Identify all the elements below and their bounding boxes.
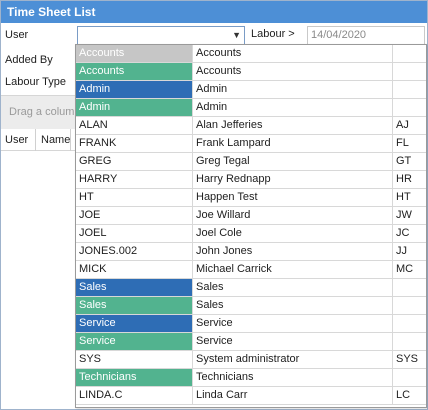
dropdown-row-code: Service <box>76 315 193 332</box>
dropdown-row-code: Sales <box>76 297 193 314</box>
dropdown-row[interactable]: JOE Joe Willard JW <box>76 207 426 225</box>
dropdown-row-initials: LC <box>396 389 411 401</box>
dropdown-row-code: JOEL <box>76 225 193 242</box>
dropdown-row-code: Service <box>76 333 193 350</box>
dropdown-row[interactable]: SYS System administrator SYS <box>76 351 426 369</box>
window-title: Time Sheet List <box>1 1 427 23</box>
dropdown-row[interactable]: Technicians Technicians <box>76 369 426 387</box>
dropdown-row-code: Technicians <box>76 369 193 386</box>
dropdown-row-code: Admin <box>76 81 193 98</box>
added-by-label: Added By <box>5 54 53 66</box>
dropdown-row-name: Sales <box>193 297 393 314</box>
dropdown-row-code: Accounts <box>76 45 193 62</box>
column-divider[interactable] <box>70 129 71 151</box>
labour-date-field[interactable]: 14/04/2020 <box>307 26 425 45</box>
dropdown-row-code: HT <box>76 189 193 206</box>
dropdown-row[interactable]: Sales Sales <box>76 297 426 315</box>
dropdown-row-name: Sales <box>193 279 393 296</box>
labour-label: Labour > <box>251 28 295 40</box>
dropdown-row[interactable]: Accounts Accounts <box>76 63 426 81</box>
dropdown-row-code: JONES.002 <box>76 243 193 260</box>
dropdown-row-initials: AJ <box>396 119 409 131</box>
dropdown-row[interactable]: Admin Admin <box>76 99 426 117</box>
dropdown-row-initials: JC <box>396 227 410 239</box>
dropdown-row-name: Happen Test <box>193 189 393 206</box>
dropdown-row-initials <box>393 333 426 350</box>
dropdown-row-name: Harry Rednapp <box>193 171 393 188</box>
dropdown-row-initials: GT <box>396 155 412 167</box>
dropdown-row[interactable]: GREG Greg Tegal GT <box>76 153 426 171</box>
dropdown-row-initials <box>393 45 426 62</box>
dropdown-row-initials <box>393 297 426 314</box>
dropdown-row-name: Admin <box>193 99 393 116</box>
dropdown-row-name: Joel Cole <box>193 225 393 242</box>
dropdown-row-name: Michael Carrick <box>193 261 393 278</box>
user-combo[interactable]: ▼ <box>77 26 245 45</box>
dropdown-row[interactable]: HARRY Harry Rednapp HR <box>76 171 426 189</box>
dropdown-row-initials <box>393 369 426 386</box>
dropdown-row-initials <box>393 63 426 80</box>
dropdown-row[interactable]: JONES.002 John Jones JJ <box>76 243 426 261</box>
dropdown-row-initials: MC <box>396 263 414 275</box>
dropdown-row[interactable]: MICK Michael Carrick MC <box>76 261 426 279</box>
dropdown-row-code: Accounts <box>76 63 193 80</box>
dropdown-row-initials: JW <box>396 209 412 221</box>
dropdown-row[interactable]: Admin Admin <box>76 81 426 99</box>
dropdown-row-initials: HT <box>396 191 411 203</box>
user-label: User <box>5 29 29 41</box>
dropdown-row-code: HARRY <box>76 171 193 188</box>
dropdown-row-initials: HR <box>396 173 412 185</box>
dropdown-row[interactable]: JOEL Joel Cole JC <box>76 225 426 243</box>
user-dropdown-list[interactable]: Accounts Accounts Accounts Accounts Admin Adm… <box>75 44 427 408</box>
dropdown-row-name: John Jones <box>193 243 393 260</box>
dropdown-row[interactable]: Accounts Accounts <box>76 45 426 63</box>
dropdown-row-name: Service <box>193 333 393 350</box>
dropdown-row-name: Service <box>193 315 393 332</box>
dropdown-row-code: JOE <box>76 207 193 224</box>
column-header-user[interactable]: User <box>5 134 29 146</box>
dropdown-row-name: System administrator <box>193 351 393 368</box>
dropdown-row[interactable]: Service Service <box>76 333 426 351</box>
dropdown-row[interactable]: Service Service <box>76 315 426 333</box>
dropdown-row-name: Linda Carr <box>193 387 393 404</box>
dropdown-row-initials <box>393 279 426 296</box>
dropdown-row-name: Accounts <box>193 45 393 62</box>
dropdown-row-initials <box>393 81 426 98</box>
dropdown-row-name: Admin <box>193 81 393 98</box>
dropdown-row-initials <box>393 315 426 332</box>
dropdown-row[interactable]: HT Happen Test HT <box>76 189 426 207</box>
dropdown-row-name: Accounts <box>193 63 393 80</box>
column-header-name[interactable]: Name <box>41 134 71 146</box>
dropdown-row-name: Frank Lampard <box>193 135 393 152</box>
dropdown-row-code: Sales <box>76 279 193 296</box>
dropdown-row[interactable]: Sales Sales <box>76 279 426 297</box>
dropdown-row-code: SYS <box>76 351 193 368</box>
dropdown-row[interactable]: FRANK Frank Lampard FL <box>76 135 426 153</box>
dropdown-row[interactable]: ALAN Alan Jefferies AJ <box>76 117 426 135</box>
dropdown-row-code: FRANK <box>76 135 193 152</box>
dropdown-row-initials <box>393 99 426 116</box>
dropdown-row-name: Technicians <box>193 369 393 386</box>
dropdown-row-code: LINDA.C <box>76 387 193 404</box>
dropdown-row-initials: JJ <box>396 245 407 257</box>
dropdown-row-initials: FL <box>396 137 409 149</box>
dropdown-row-name: Greg Tegal <box>193 153 393 170</box>
dropdown-row-initials: SYS <box>396 353 419 365</box>
chevron-down-icon[interactable]: ▼ <box>232 30 241 40</box>
labour-type-label: Labour Type <box>5 76 66 88</box>
dropdown-row[interactable]: LINDA.C Linda Carr LC <box>76 387 426 405</box>
dropdown-row-name: Alan Jefferies <box>193 117 393 134</box>
dropdown-row-code: GREG <box>76 153 193 170</box>
group-by-hint: Drag a column <box>9 106 81 118</box>
dropdown-row-code: Admin <box>76 99 193 116</box>
dropdown-row-name: Joe Willard <box>193 207 393 224</box>
dropdown-row-code: ALAN <box>76 117 193 134</box>
column-divider[interactable] <box>35 129 36 151</box>
dropdown-row-code: MICK <box>76 261 193 278</box>
